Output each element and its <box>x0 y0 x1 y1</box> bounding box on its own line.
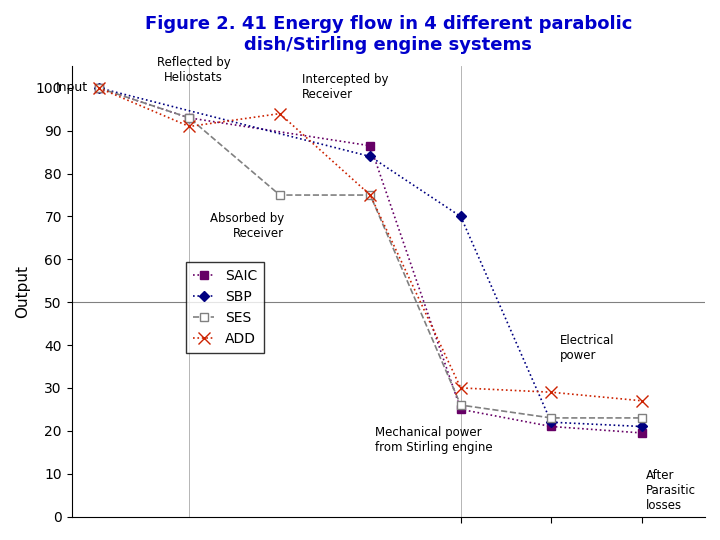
SES <box>637 415 646 421</box>
Legend: SAIC, SBP, SES, ADD: SAIC, SBP, SES, ADD <box>186 262 264 353</box>
SBP <box>94 85 103 91</box>
Line: ADD: ADD <box>94 82 647 406</box>
Text: After
Parasitic
losses: After Parasitic losses <box>646 469 696 512</box>
SAIC <box>637 430 646 436</box>
SES <box>185 114 194 121</box>
SBP <box>637 423 646 430</box>
Line: SBP: SBP <box>95 84 645 430</box>
Text: Electrical
power: Electrical power <box>560 334 615 362</box>
Title: Figure 2. 41 Energy flow in 4 different parabolic
dish/Stirling engine systems: Figure 2. 41 Energy flow in 4 different … <box>145 15 632 54</box>
Line: SAIC: SAIC <box>94 84 646 437</box>
ADD <box>276 110 284 117</box>
SES <box>456 402 465 408</box>
SES <box>366 192 374 198</box>
ADD <box>637 397 646 404</box>
Text: Input: Input <box>56 82 88 94</box>
SES <box>547 415 556 421</box>
SES <box>94 85 103 91</box>
Y-axis label: Output: Output <box>15 265 30 318</box>
Text: Mechanical power
from Stirling engine: Mechanical power from Stirling engine <box>374 427 492 455</box>
Text: Intercepted by
Receiver: Intercepted by Receiver <box>302 73 389 101</box>
ADD <box>456 384 465 391</box>
SAIC <box>185 114 194 121</box>
ADD <box>366 192 374 198</box>
SBP <box>366 153 374 160</box>
SBP <box>547 419 556 426</box>
ADD <box>185 123 194 130</box>
SAIC <box>366 143 374 149</box>
Text: Reflected by
Heliostats: Reflected by Heliostats <box>157 56 230 84</box>
SAIC <box>94 85 103 91</box>
SBP <box>456 213 465 220</box>
SAIC <box>547 423 556 430</box>
ADD <box>94 85 103 91</box>
Line: SES: SES <box>94 84 646 422</box>
SAIC <box>456 406 465 413</box>
ADD <box>547 389 556 395</box>
SES <box>276 192 284 198</box>
Text: Absorbed by
Receiver: Absorbed by Receiver <box>210 212 284 240</box>
